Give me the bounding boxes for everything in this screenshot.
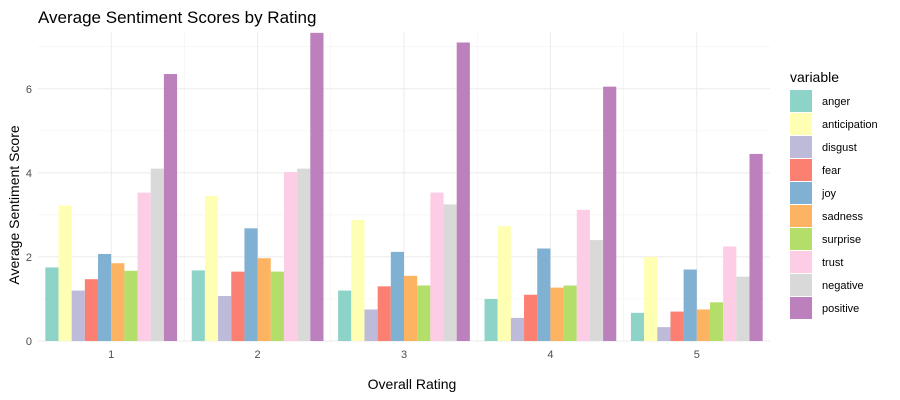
legend-label-fear: fear — [822, 165, 841, 177]
y-tick-label: 4 — [26, 168, 32, 180]
bar-disgust-rating-2 — [218, 296, 232, 341]
y-tick-label: 6 — [26, 84, 32, 96]
bar-surprise-rating-4 — [563, 285, 577, 341]
y-tick-label: 0 — [26, 336, 32, 348]
bar-positive-rating-5 — [749, 153, 763, 341]
bar-anticipation-rating-5 — [644, 256, 658, 341]
bar-anticipation-rating-1 — [58, 205, 72, 341]
legend-swatch-trust — [790, 251, 812, 273]
x-axis-ticks: 1 2 3 4 5 — [108, 349, 700, 361]
legend-swatch-joy — [790, 182, 812, 204]
legend-label-trust: trust — [822, 257, 843, 269]
legend-swatch-positive — [790, 297, 812, 319]
chart-title: Average Sentiment Scores by Rating — [38, 8, 316, 27]
bar-fear-rating-4 — [524, 294, 538, 341]
legend-swatch-fear — [790, 159, 812, 181]
bar-negative-rating-5 — [736, 276, 750, 341]
legend: variable anger anticipation disgust fear joy… — [790, 69, 878, 319]
bar-surprise-rating-2 — [270, 271, 284, 341]
bar-trust-rating-1 — [137, 192, 151, 341]
bar-negative-rating-3 — [443, 204, 457, 341]
x-tick-label: 2 — [255, 349, 261, 361]
bar-anger-rating-2 — [191, 270, 205, 341]
legend-label-disgust: disgust — [822, 142, 857, 154]
bar-joy-rating-5 — [683, 269, 697, 341]
bar-fear-rating-5 — [670, 311, 684, 341]
legend-label-anger: anger — [822, 96, 850, 108]
bars — [45, 32, 763, 342]
legend-title: variable — [790, 69, 839, 85]
legend-label-joy: joy — [821, 188, 837, 200]
y-axis-title: Average Sentiment Score — [6, 125, 22, 284]
bar-disgust-rating-4 — [510, 317, 525, 341]
bar-disgust-rating-1 — [71, 290, 85, 341]
bar-trust-rating-4 — [576, 209, 590, 341]
bar-positive-rating-3 — [456, 42, 470, 341]
bar-anger-rating-4 — [484, 298, 498, 341]
bar-positive-rating-4 — [603, 86, 617, 342]
bar-sadness-rating-1 — [111, 263, 125, 341]
bar-disgust-rating-5 — [657, 327, 671, 341]
bar-negative-rating-1 — [150, 168, 164, 341]
y-tick-label: 2 — [26, 252, 32, 264]
bar-fear-rating-1 — [84, 279, 99, 341]
bar-anticipation-rating-4 — [497, 226, 511, 341]
bar-joy-rating-3 — [390, 251, 404, 341]
bar-surprise-rating-1 — [124, 270, 138, 341]
bar-trust-rating-3 — [430, 192, 444, 341]
bar-trust-rating-2 — [283, 172, 298, 341]
bar-anticipation-rating-2 — [204, 195, 219, 341]
legend-swatch-disgust — [790, 136, 812, 158]
y-axis-ticks: 0 2 4 6 — [26, 84, 32, 348]
x-axis-title: Overall Rating — [368, 376, 457, 392]
bar-joy-rating-2 — [244, 228, 258, 341]
bar-surprise-rating-5 — [709, 302, 724, 341]
bar-fear-rating-2 — [231, 271, 245, 341]
legend-label-sadness: sadness — [822, 211, 863, 223]
bar-negative-rating-4 — [589, 240, 604, 341]
legend-swatch-anger — [790, 90, 812, 112]
legend-label-surprise: surprise — [822, 234, 861, 246]
bar-sadness-rating-5 — [696, 309, 710, 341]
bar-disgust-rating-3 — [364, 309, 378, 341]
x-tick-label: 4 — [547, 349, 553, 361]
bar-surprise-rating-3 — [417, 285, 431, 341]
x-tick-label: 3 — [401, 349, 407, 361]
bar-negative-rating-2 — [297, 168, 311, 341]
legend-label-anticipation: anticipation — [822, 119, 878, 131]
x-tick-label: 1 — [108, 349, 114, 361]
bar-sadness-rating-4 — [550, 287, 564, 341]
bar-anticipation-rating-3 — [351, 219, 365, 341]
legend-swatch-sadness — [790, 205, 812, 227]
bar-anger-rating-1 — [45, 267, 59, 341]
bar-joy-rating-1 — [98, 253, 112, 341]
legend-label-positive: positive — [822, 303, 859, 315]
bar-joy-rating-4 — [537, 248, 551, 341]
legend-swatch-anticipation — [790, 113, 812, 135]
bar-fear-rating-3 — [377, 286, 391, 341]
bar-trust-rating-5 — [723, 246, 737, 341]
legend-swatch-negative — [790, 274, 812, 296]
legend-label-negative: negative — [822, 280, 864, 292]
legend-swatch-surprise — [790, 228, 812, 250]
bar-sadness-rating-2 — [257, 258, 271, 341]
x-tick-label: 5 — [694, 349, 700, 361]
bar-anger-rating-5 — [630, 312, 645, 341]
bar-positive-rating-2 — [310, 32, 324, 342]
bar-positive-rating-1 — [163, 74, 178, 341]
bar-sadness-rating-3 — [404, 275, 418, 341]
bar-anger-rating-3 — [338, 290, 352, 341]
